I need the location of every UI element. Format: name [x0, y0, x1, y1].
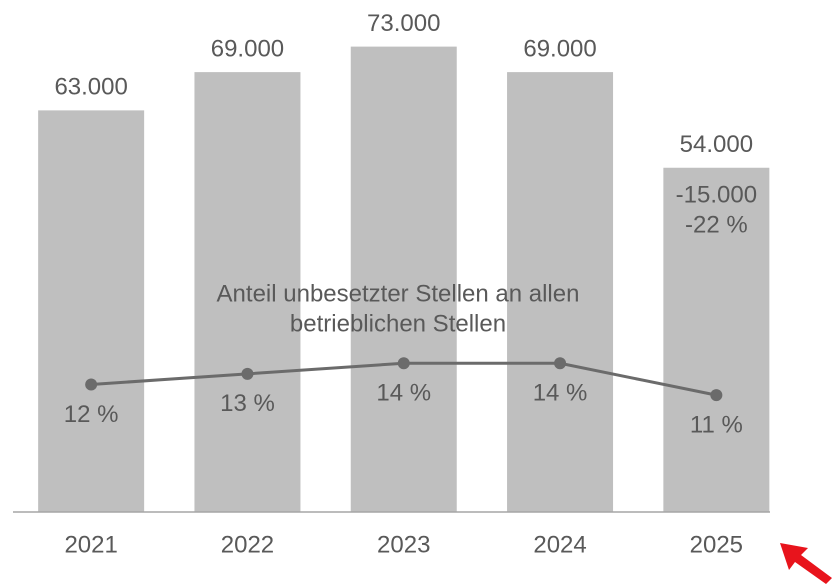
x-tick-label: 2022 — [221, 531, 274, 558]
bar-value-label: 63.000 — [54, 74, 127, 101]
line-value-label: 13 % — [220, 390, 275, 417]
bar-value-label: 73.000 — [367, 10, 440, 37]
x-tick-label: 2025 — [690, 531, 743, 558]
bar-value-label: 69.000 — [211, 35, 284, 62]
line-point — [710, 389, 723, 402]
annotation: -15.000 — [676, 181, 757, 208]
line-value-label: 14 % — [533, 380, 588, 407]
bar — [663, 167, 770, 512]
line-value-label: 12 % — [64, 401, 119, 428]
bar-value-label: 54.000 — [680, 131, 753, 158]
bar — [507, 72, 614, 512]
bar-value-label: 69.000 — [523, 35, 596, 62]
line-caption: betrieblichen Stellen — [290, 310, 506, 337]
x-tick-label: 2023 — [377, 531, 430, 558]
bar — [194, 72, 301, 512]
annotation: -22 % — [685, 211, 748, 238]
line-point — [397, 357, 410, 370]
x-tick-label: 2021 — [64, 531, 117, 558]
x-tick-label: 2024 — [533, 531, 586, 558]
line-value-label: 14 % — [376, 380, 431, 407]
bar — [350, 46, 457, 512]
line-point — [85, 378, 98, 391]
line-caption: Anteil unbesetzter Stellen an allen — [217, 280, 580, 307]
red-arrow — [780, 543, 832, 584]
bar — [38, 110, 145, 512]
line-point — [554, 357, 567, 370]
line-value-label: 11 % — [690, 411, 743, 438]
line-point — [241, 367, 254, 380]
